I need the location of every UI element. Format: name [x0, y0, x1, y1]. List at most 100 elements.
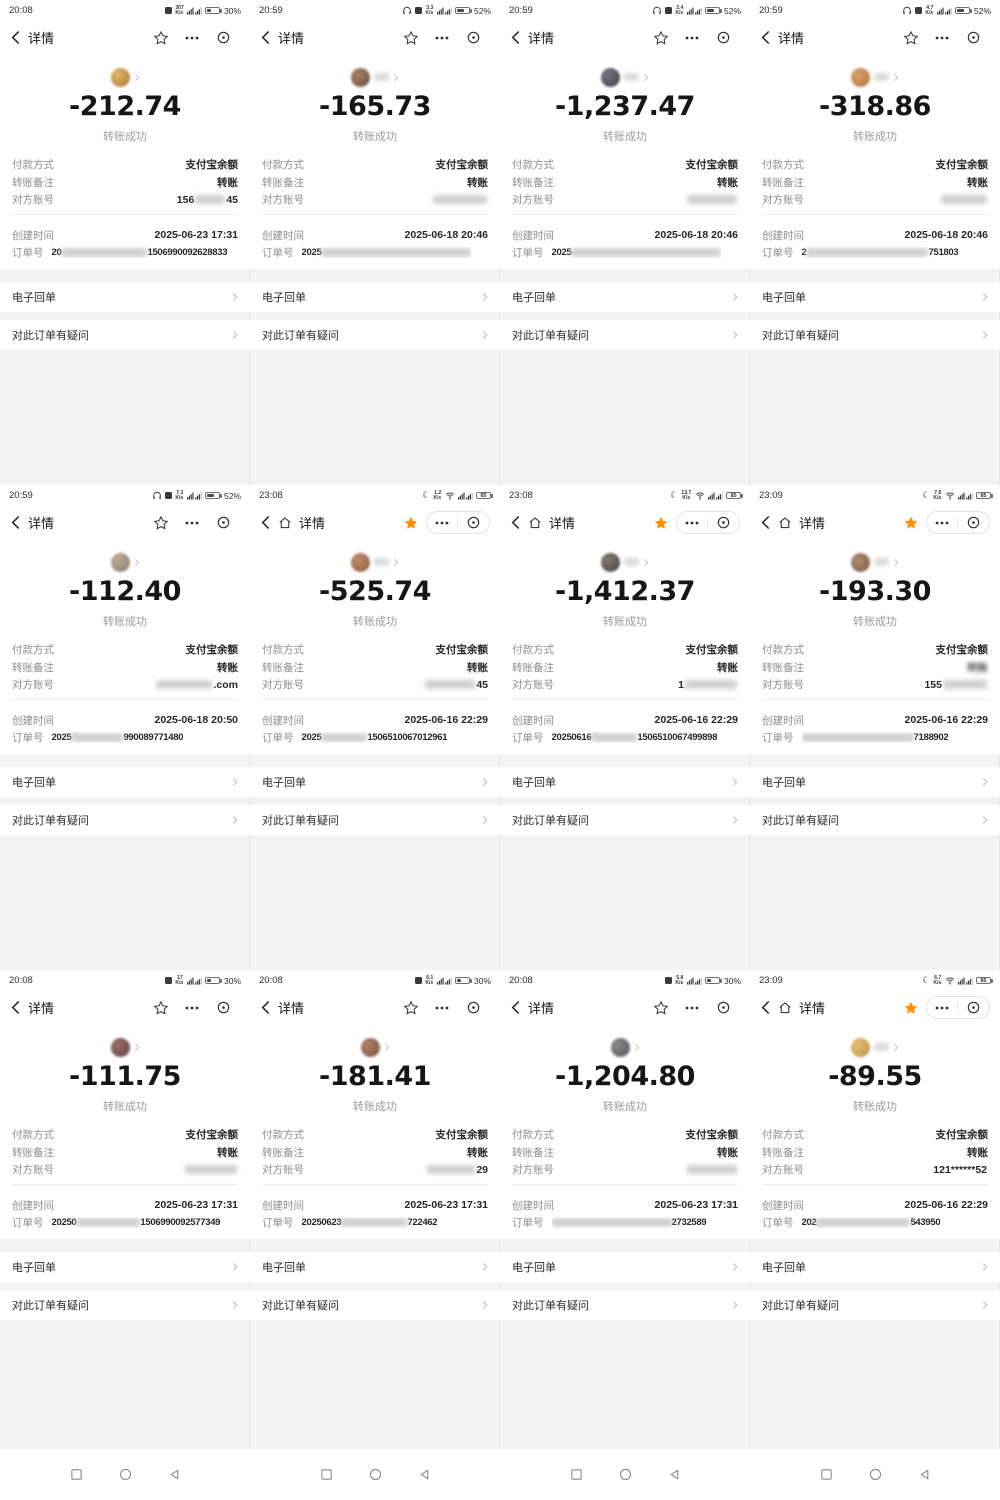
payee-row[interactable]	[250, 67, 500, 87]
back-icon[interactable]	[760, 30, 771, 45]
receipt-row[interactable]: 电子回单	[250, 282, 500, 312]
receipt-row[interactable]: 电子回单	[500, 282, 750, 312]
payee-row[interactable]	[500, 552, 750, 572]
receipt-row[interactable]: 电子回单	[0, 1252, 250, 1282]
payee-row[interactable]	[500, 1037, 750, 1057]
home-icon[interactable]	[778, 516, 792, 530]
back-icon[interactable]	[260, 1000, 271, 1015]
receipt-row[interactable]: 电子回单	[500, 1252, 750, 1282]
back-triangle-icon[interactable]	[918, 1468, 931, 1481]
back-triangle-icon[interactable]	[168, 1468, 181, 1481]
more-dots-icon[interactable]	[185, 521, 199, 525]
target-icon[interactable]	[716, 30, 731, 45]
payee-row[interactable]	[750, 552, 1000, 572]
receipt-row[interactable]: 电子回单	[750, 767, 1000, 797]
home-circle-icon[interactable]	[119, 1468, 132, 1481]
target-icon[interactable]	[716, 1000, 731, 1015]
target-icon[interactable]	[466, 1000, 481, 1015]
more-dots-icon[interactable]	[935, 1006, 949, 1010]
order-question-row[interactable]: 对此订单有疑问	[250, 805, 500, 835]
receipt-row[interactable]: 电子回单	[250, 767, 500, 797]
payee-row[interactable]	[750, 1037, 1000, 1057]
back-triangle-icon[interactable]	[668, 1468, 681, 1481]
target-icon[interactable]	[716, 515, 731, 530]
home-icon[interactable]	[278, 516, 292, 530]
more-dots-icon[interactable]	[435, 1006, 449, 1010]
avatar[interactable]	[110, 552, 130, 572]
target-icon[interactable]	[466, 515, 481, 530]
more-dots-icon[interactable]	[185, 36, 199, 40]
target-icon[interactable]	[466, 30, 481, 45]
star-icon[interactable]	[403, 30, 419, 46]
receipt-row[interactable]: 电子回单	[750, 282, 1000, 312]
more-dots-icon[interactable]	[435, 36, 449, 40]
more-dots-icon[interactable]	[685, 36, 699, 40]
home-circle-icon[interactable]	[369, 1468, 382, 1481]
order-question-row[interactable]: 对此订单有疑问	[250, 320, 500, 350]
more-dots-icon[interactable]	[685, 521, 699, 525]
avatar[interactable]	[851, 552, 870, 572]
payee-row[interactable]	[250, 1037, 500, 1057]
back-icon[interactable]	[510, 515, 521, 530]
recents-square-icon[interactable]	[70, 1468, 83, 1481]
payee-row[interactable]	[0, 1037, 250, 1057]
home-circle-icon[interactable]	[869, 1468, 882, 1481]
more-dots-icon[interactable]	[435, 521, 449, 525]
target-icon[interactable]	[966, 30, 981, 45]
avatar[interactable]	[601, 552, 620, 572]
avatar[interactable]	[110, 67, 130, 87]
avatar[interactable]	[610, 1037, 630, 1057]
back-icon[interactable]	[10, 30, 21, 45]
star-icon[interactable]	[153, 515, 169, 531]
payee-row[interactable]	[750, 67, 1000, 87]
back-icon[interactable]	[260, 30, 271, 45]
recents-square-icon[interactable]	[320, 1468, 333, 1481]
target-icon[interactable]	[966, 1000, 981, 1015]
recents-square-icon[interactable]	[570, 1468, 583, 1481]
target-icon[interactable]	[966, 515, 981, 530]
home-icon[interactable]	[528, 516, 542, 530]
order-question-row[interactable]: 对此订单有疑问	[500, 1290, 750, 1320]
home-circle-icon[interactable]	[619, 1468, 632, 1481]
receipt-row[interactable]: 电子回单	[0, 282, 250, 312]
payee-row[interactable]	[0, 67, 250, 87]
back-icon[interactable]	[10, 1000, 21, 1015]
more-dots-icon[interactable]	[685, 1006, 699, 1010]
more-dots-icon[interactable]	[185, 1006, 199, 1010]
star-icon[interactable]	[653, 515, 669, 531]
star-icon[interactable]	[903, 515, 919, 531]
order-question-row[interactable]: 对此订单有疑问	[500, 805, 750, 835]
order-question-row[interactable]: 对此订单有疑问	[750, 805, 1000, 835]
star-icon[interactable]	[903, 30, 919, 46]
target-icon[interactable]	[216, 1000, 231, 1015]
order-question-row[interactable]: 对此订单有疑问	[750, 1290, 1000, 1320]
order-question-row[interactable]: 对此订单有疑问	[0, 805, 250, 835]
recents-square-icon[interactable]	[820, 1468, 833, 1481]
order-question-row[interactable]: 对此订单有疑问	[250, 1290, 500, 1320]
receipt-row[interactable]: 电子回单	[0, 767, 250, 797]
avatar[interactable]	[351, 552, 370, 572]
back-icon[interactable]	[510, 1000, 521, 1015]
avatar[interactable]	[851, 67, 870, 87]
star-icon[interactable]	[403, 1000, 419, 1016]
back-triangle-icon[interactable]	[418, 1468, 431, 1481]
avatar[interactable]	[110, 1037, 130, 1057]
back-icon[interactable]	[10, 515, 21, 530]
payee-row[interactable]	[500, 67, 750, 87]
star-icon[interactable]	[653, 30, 669, 46]
avatar[interactable]	[351, 67, 370, 87]
back-icon[interactable]	[510, 30, 521, 45]
avatar[interactable]	[851, 1037, 870, 1057]
star-icon[interactable]	[153, 1000, 169, 1016]
avatar[interactable]	[360, 1037, 380, 1057]
back-icon[interactable]	[760, 515, 771, 530]
receipt-row[interactable]: 电子回单	[750, 1252, 1000, 1282]
order-question-row[interactable]: 对此订单有疑问	[750, 320, 1000, 350]
star-icon[interactable]	[403, 515, 419, 531]
order-question-row[interactable]: 对此订单有疑问	[500, 320, 750, 350]
more-dots-icon[interactable]	[935, 36, 949, 40]
receipt-row[interactable]: 电子回单	[250, 1252, 500, 1282]
home-icon[interactable]	[778, 1001, 792, 1015]
star-icon[interactable]	[653, 1000, 669, 1016]
back-icon[interactable]	[760, 1000, 771, 1015]
